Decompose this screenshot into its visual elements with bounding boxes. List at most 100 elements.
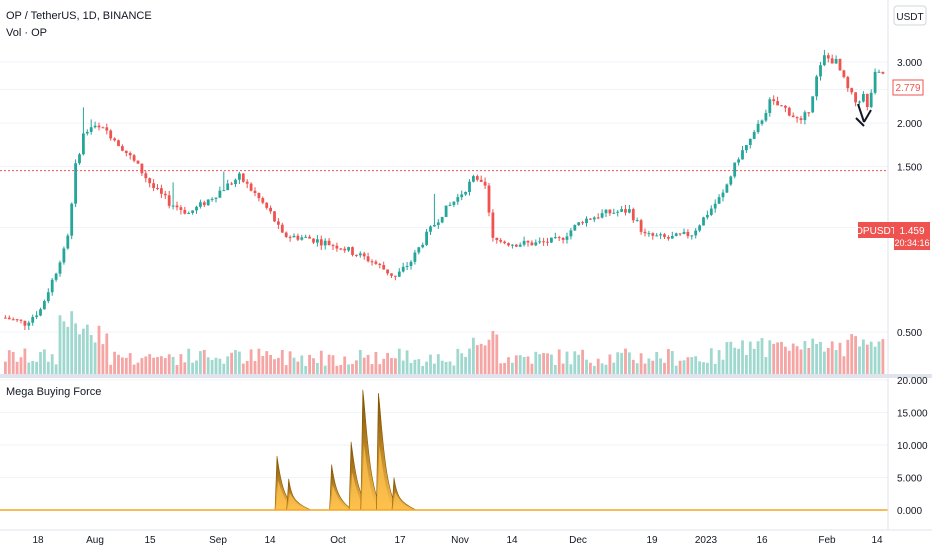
volume-bar (210, 360, 214, 374)
candle-body (316, 239, 319, 243)
volume-bar (784, 346, 787, 374)
candle-body (296, 235, 300, 240)
volume-bar (838, 342, 842, 374)
volume-bar (795, 346, 799, 374)
candle-body (304, 236, 308, 238)
volume-bar (491, 330, 495, 374)
candle-body (456, 197, 460, 202)
candle-body (436, 222, 440, 226)
buying-force-peak-inner (393, 492, 412, 510)
candle-body (319, 239, 323, 246)
volume-bar (366, 354, 370, 374)
indicator-axis[interactable]: 20.000 15.000 10.000 5.000 0.000 (897, 376, 928, 517)
candle-body (351, 247, 354, 255)
candle-body (66, 235, 70, 249)
candle-body (214, 197, 218, 199)
candle-body (121, 146, 124, 151)
candlestick-series (4, 49, 885, 331)
candle-body (183, 209, 187, 214)
volume-bar (152, 357, 155, 374)
volume-bar (179, 354, 183, 374)
volume-bar (140, 358, 144, 374)
volume-bar (573, 351, 577, 374)
candle-body (234, 179, 237, 185)
volume-bar (799, 349, 803, 374)
candle-body (592, 217, 596, 220)
volume-bar (261, 355, 265, 374)
time-tick-label: 14 (871, 535, 883, 546)
volume-bar (823, 351, 826, 374)
pane-divider[interactable] (0, 374, 932, 378)
buying-force-peak-inner (287, 492, 307, 510)
candle-body (577, 222, 581, 226)
buying-force-peak-inner (361, 443, 381, 510)
volume-bar (421, 365, 425, 374)
volume-bar (733, 347, 737, 374)
volume-bar (452, 365, 456, 374)
candle-body (869, 92, 873, 108)
price-tick-label: 2.000 (897, 119, 922, 130)
volume-bar (66, 326, 70, 374)
volume-bar (409, 362, 413, 374)
volume-bar (819, 341, 822, 374)
candle-body (89, 127, 93, 132)
volume-bar (296, 361, 300, 374)
volume-bar (269, 355, 272, 374)
candle-body (148, 178, 152, 184)
candle-body (390, 273, 393, 276)
buying-force-peak-inner (377, 445, 397, 510)
volume-bar (343, 356, 347, 374)
volume-bar (312, 358, 315, 374)
volume-bar (277, 357, 280, 374)
volume-bar (378, 364, 382, 374)
candle-body (105, 127, 109, 131)
candle-body (15, 319, 19, 321)
candle-body (284, 232, 288, 237)
candle-body (343, 248, 347, 251)
volume-bar (163, 358, 167, 374)
candle-body (409, 261, 413, 267)
currency-button[interactable]: USDT (893, 5, 927, 26)
candle-body (19, 319, 23, 321)
time-axis[interactable]: 18 Aug 15 Sep 14 Oct 17 Nov 14 Dec 19 2023 16 Feb 14 (32, 535, 883, 546)
candle-body (717, 197, 721, 204)
time-tick-label: 15 (144, 535, 156, 546)
volume-bar (230, 352, 233, 374)
candle-body (472, 176, 475, 182)
candle-body (429, 226, 432, 232)
time-tick-label: Feb (818, 535, 836, 546)
volume-bar (616, 352, 620, 374)
candle-body (745, 145, 748, 151)
candle-body (464, 192, 467, 195)
candle-body (448, 204, 452, 206)
candle-body (288, 236, 292, 238)
volume-bar (405, 350, 409, 374)
candle-body (226, 183, 230, 191)
candle-body (752, 132, 756, 139)
volume-bar (495, 334, 499, 374)
candle-body (678, 233, 682, 235)
volume-bar (760, 338, 764, 374)
volume-bar (596, 358, 600, 374)
volume-bar (826, 347, 830, 374)
volume-bar (347, 364, 350, 374)
volume-bar (530, 363, 534, 374)
candle-body (499, 240, 503, 242)
volume-bar (589, 362, 592, 374)
volume-bar (631, 359, 635, 374)
price-tick-label: 3.000 (897, 58, 922, 69)
candle-body (561, 237, 565, 240)
candle-body (362, 253, 366, 257)
candle-body (659, 234, 662, 236)
volume-bar (791, 343, 795, 374)
volume-bar (117, 354, 120, 374)
candle-body (163, 193, 167, 196)
candle-body (257, 193, 261, 199)
volume-bar (538, 354, 542, 374)
volume-bar (503, 363, 506, 374)
candle-body (109, 130, 113, 139)
candle-body (421, 244, 425, 248)
candle-body (546, 241, 549, 243)
volume-bar (698, 361, 701, 374)
